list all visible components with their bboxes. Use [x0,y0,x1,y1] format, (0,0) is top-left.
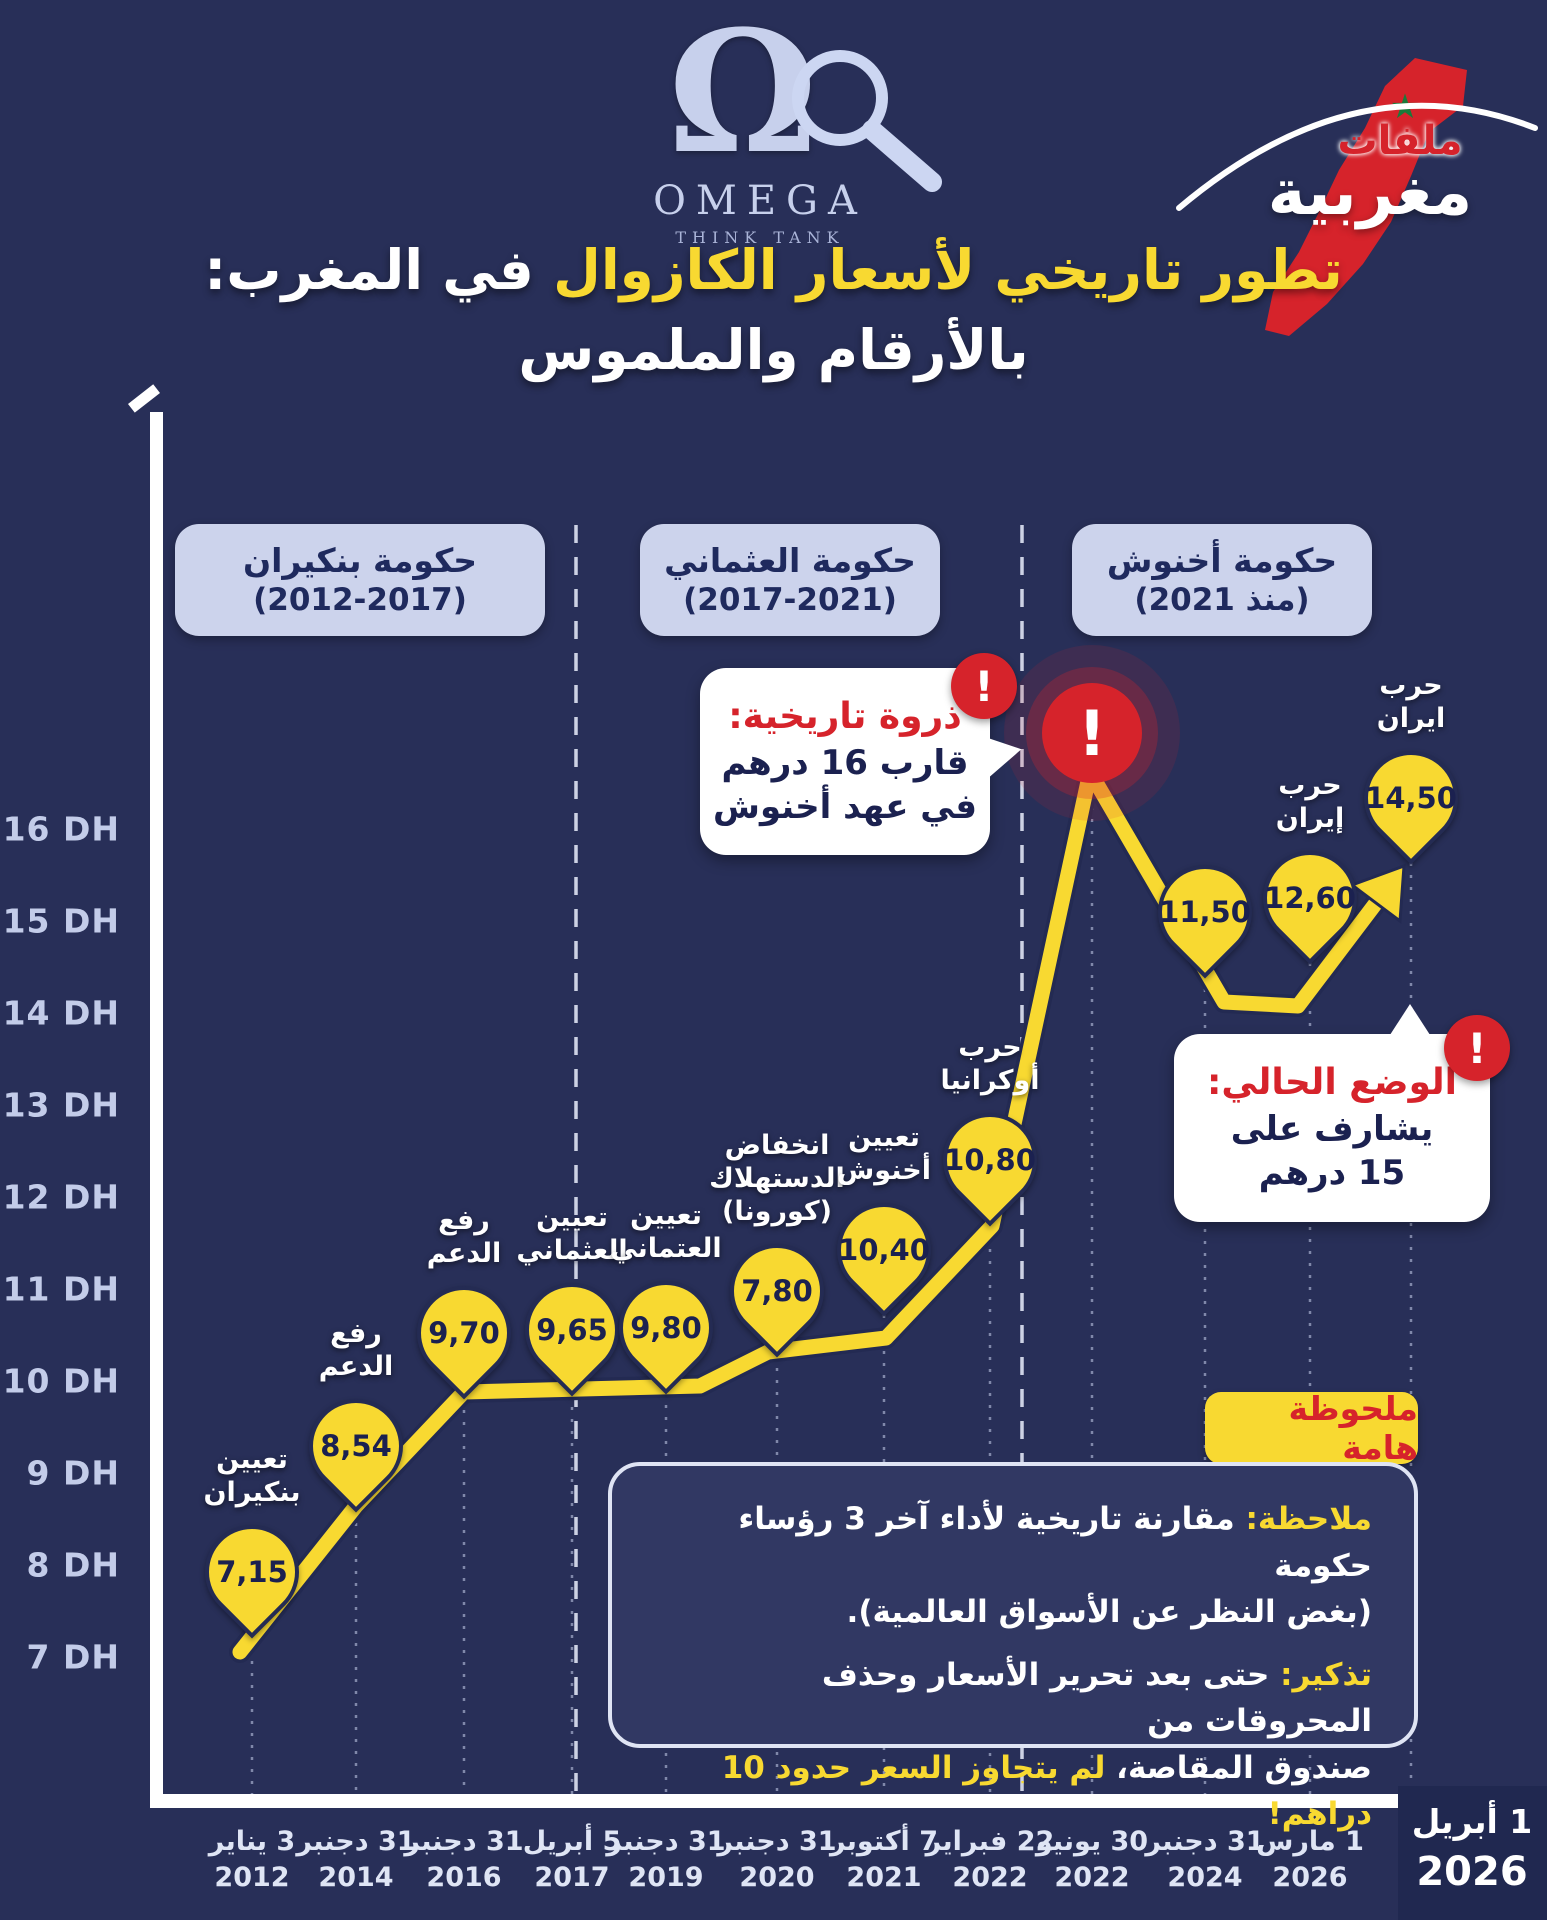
x-axis-label: 30 يونيو 2022 [1035,1826,1149,1894]
y-tick-label: 11 DH [2,1269,120,1309]
gov-name: حكومة أخنوش [1106,541,1338,580]
pin-value: 10,40 [838,1233,930,1267]
callout-line: في عهد أخنوش [713,786,977,827]
current-situation-callout: الوضع الحالي: يشارف على 15 درهم [1174,1004,1490,1222]
title-yellow-part: تطور تاريخي لأسعار الكازوال [553,238,1343,302]
callout-pointer-up [1388,1004,1432,1038]
note-text: مقارنة تاريخية لأداء آخر 3 رؤساء حكومة [738,1501,1372,1584]
callout-line: 15 درهم [1258,1153,1406,1194]
y-axis-line [150,412,163,1808]
y-tick-label: 16 DH [2,809,120,849]
pin-value: 9,65 [536,1313,608,1347]
gov-name: حكومة بنكيران [242,541,478,580]
x-axis-label: 3 يناير 2012 [208,1826,296,1894]
x-axis-label: 7 أكتوبر 2021 [829,1826,939,1894]
note-text: (بغض النظر عن الأسواق العالمية). [846,1594,1372,1630]
x-axis-label: 1 أبريل 2026 [1411,1802,1533,1895]
x-axis-label: 31 دجنبر 2020 [717,1826,837,1894]
page-title-line2: بالأرقام والملموس [518,318,1029,382]
y-tick-label: 12 DH [2,1177,120,1217]
x-axis-label: 31 دجنبر 2019 [606,1826,726,1894]
x-axis-label: 5 أبريل 2017 [522,1826,622,1894]
axis-top-tick [128,384,160,413]
pin-value: 7,15 [216,1555,288,1589]
x-axis-label: 31 دجنبر 2014 [296,1826,416,1894]
x-axis-label: 31 دجنبر 2016 [404,1826,524,1894]
omega-logo-tagline: THINK TANK [675,228,845,247]
note-line: (بغض النظر عن الأسواق العالمية). [654,1589,1372,1636]
morocco-map-shape [1265,58,1467,336]
note-text: حتى بعد تحرير الأسعار وحذف المحروقات من [821,1656,1372,1740]
point-annotation: تعيين العثماني [516,1202,628,1267]
title-white-part: في المغرب: [204,238,534,302]
omega-logo-name: OMEGA [653,178,867,224]
y-tick-label: 9 DH [26,1453,120,1493]
morocco-map-logo: ★ [1176,58,1538,336]
pin-value: 12,60 [1264,881,1356,915]
gov-name: حكومة العثماني [664,541,916,580]
point-annotation: حرب أوكرانيا [940,1032,1040,1097]
trend-arrow-head [1348,863,1406,924]
callout-title: ذروة تاريخية: [728,695,962,737]
exclamation-badge-icon: ! [1444,1015,1510,1081]
callout-line: يشارف على [1230,1109,1434,1150]
callout-title: الوضع الحالي: [1207,1062,1457,1104]
point-annotation: انخفاض الدستهلاك (كورونا) [709,1130,845,1228]
pin-value: 11,50 [1159,895,1251,929]
exclamation-badge-icon: ! [951,653,1017,719]
note-text: صندوق المقاصة، [1105,1749,1372,1786]
gov-period: (2012-2017) [253,582,467,619]
x-axis-label: 22 فبراير 2022 [925,1826,1055,1894]
price-line [232,764,1384,1660]
y-tick-label: 8 DH [26,1545,120,1585]
note-highlight: ملاحظة: [1234,1501,1372,1537]
callout-pointer-right [978,729,1026,781]
logo-arc [1176,102,1538,211]
gov-period: (منذ 2021) [1134,582,1310,619]
note-box: ملاحظة: مقارنة تاريخية لأداء آخر 3 رؤساء… [608,1462,1418,1832]
point-annotation: حرب إيران [1275,770,1345,835]
note-line: ملاحظة: مقارنة تاريخية لأداء آخر 3 رؤساء… [654,1496,1372,1589]
y-tick-label: 13 DH [2,1085,120,1125]
x-axis-line [150,1794,1442,1808]
point-annotation: رفع الدعم [426,1205,502,1270]
brand-word-bottom: مغربية [1267,156,1473,230]
y-tick-label: 10 DH [2,1361,120,1401]
page-title-line1: تطور تاريخي لأسعار الكازوال في المغرب: [0,238,1547,302]
pin-value: 9,80 [630,1311,702,1345]
brand-word-top: ملفات [1337,118,1463,164]
point-annotation: حرب ايران [1376,670,1446,735]
last-date-panel [1398,1786,1547,1920]
y-tick-label: 15 DH [2,901,120,941]
pin-value: 7,80 [741,1274,813,1308]
y-tick-label: 14 DH [2,993,120,1033]
note-tab: ملحوظة هامة [1205,1389,1418,1467]
pin-value: 10,80 [944,1143,1036,1177]
note-line: تذكير: حتى بعد تحرير الأسعار وحذف المحرو… [654,1652,1372,1745]
point-annotation: تعيين بنكيران [203,1444,301,1509]
magnifier-icon [792,50,942,192]
pin-value: 8,54 [320,1429,392,1463]
point-annotation: رفع الدعم [318,1318,394,1383]
gov-box-akhannouch: حكومة أخنوش (منذ 2021) [1072,524,1372,636]
note-highlight: تذكير: [1269,1656,1372,1693]
point-annotation: تعيين أخنوش [837,1122,931,1187]
x-axis-label: 31 دجنبر 2024 [1145,1826,1265,1894]
note-highlight: لم يتجاوز السعر حدود 10 دراهم! [721,1749,1372,1833]
note-line: صندوق المقاصة، لم يتجاوز السعر حدود 10 د… [654,1745,1372,1838]
gov-box-othmani: حكومة العثماني (2017-2021) [640,524,940,636]
pin-value: 9,70 [428,1316,500,1350]
y-tick-label: 7 DH [26,1637,120,1677]
gov-box-benkirane: حكومة بنكيران (2012-2017) [175,524,545,636]
gov-period: (2017-2021) [683,582,897,619]
historic-peak-callout: ذروة تاريخية: قارب 16 درهم في عهد أخنوش [700,668,1026,855]
historic-peak-alert-icon: ! [1042,683,1142,783]
pin-value: 14,50 [1365,781,1457,815]
point-annotation: تعيين العتماني [610,1200,722,1265]
callout-line: قارب 16 درهم [721,742,969,783]
x-axis-label: 1 مارس 2026 [1256,1826,1364,1894]
